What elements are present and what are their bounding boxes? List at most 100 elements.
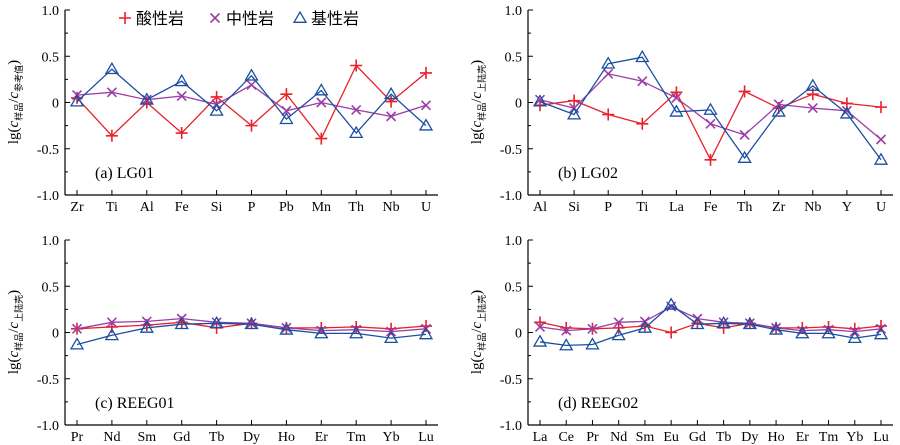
x-tick-label: Nd (103, 430, 120, 445)
y-axis-label-part: c (6, 92, 22, 99)
data-point (601, 56, 616, 69)
x-tick-label: Al (140, 200, 154, 215)
series-basic (69, 61, 434, 138)
y-axis-label-part: c (469, 92, 485, 99)
x-tick-label: Tm (819, 430, 839, 445)
data-point (246, 318, 257, 329)
series-basic (532, 49, 889, 165)
data-point (671, 92, 682, 103)
data-point (209, 103, 224, 116)
series-line (539, 73, 882, 140)
y-tick-label: 0.5 (505, 280, 523, 295)
y-axis-label: lg(c样品/c上陆壳) (6, 290, 24, 374)
data-point (532, 94, 548, 107)
y-tick-label: 1.0 (505, 4, 523, 19)
data-point (875, 134, 887, 145)
series-line (539, 56, 882, 161)
y-tick-label: -1.0 (500, 189, 522, 204)
x-tick-label: U (421, 200, 431, 215)
chart-panel: 1.0 0.5 0 -0.5 -1.0 La Ce Pr Nd Sm Eu Gd Tb Dy Ho Er Tm Y… (469, 234, 893, 445)
y-tick-label: -1.0 (37, 419, 59, 434)
data-point (383, 330, 399, 344)
x-tick-label: Al (533, 200, 547, 215)
data-point (611, 327, 626, 341)
data-point (420, 100, 432, 111)
x-tick-label: Ce (558, 430, 574, 445)
x-tick-label: Lu (418, 430, 434, 445)
data-point (561, 325, 572, 336)
data-point (418, 327, 434, 340)
series-line (539, 90, 882, 162)
y-axis-label-part: 上陆壳 (476, 65, 487, 92)
data-point (807, 102, 818, 114)
data-point (602, 108, 615, 121)
y-axis-label-part: lg( (469, 127, 485, 144)
y-tick-label: 0.5 (42, 280, 60, 295)
y-tick-label: 0.5 (42, 50, 60, 65)
series-acidic (534, 85, 887, 166)
x-tick-label: Yb (846, 430, 863, 445)
data-point (664, 297, 679, 310)
x-tick-label: Pb (279, 200, 294, 215)
data-point (771, 322, 782, 333)
legend: 酸性岩 中性岩 基性岩 (119, 9, 359, 28)
y-axis-label-part: lg( (6, 357, 22, 374)
x-tick-label: Nb (383, 200, 400, 215)
data-point (71, 323, 83, 334)
x-tick-label: Er (315, 430, 329, 445)
y-axis-label-part: 样品 (476, 333, 487, 351)
x-tick-label: Si (211, 200, 223, 215)
x-tick-label: Fe (704, 200, 718, 215)
y-axis-label: lg(c样品/c参考值) (6, 60, 24, 144)
y-axis-label-part: 样品 (13, 103, 24, 121)
x-tick-label: Th (348, 200, 364, 215)
x-tick-label: Zr (772, 200, 786, 215)
chart-panel: 1.00.50-0.5-1.0Zr Ti Al Fe Si P Pb Mn Th Nb Ulg(c样… (6, 4, 438, 215)
data-point (281, 105, 292, 116)
data-point (139, 92, 154, 105)
data-point (703, 102, 718, 115)
legend-marker (292, 10, 308, 23)
data-point (603, 68, 614, 79)
data-point (704, 153, 717, 166)
y-tick-label: -1.0 (37, 189, 59, 204)
data-point (847, 330, 862, 344)
x-tick-label: Gd (173, 430, 190, 445)
series-acidic (534, 316, 887, 339)
y-axis-label-part: c (6, 322, 22, 329)
x-tick-label: Si (568, 200, 580, 215)
data-point (636, 117, 649, 130)
x-tick-label: Fe (175, 200, 189, 215)
data-point (349, 326, 364, 339)
chart-panel: 1.0 0.5 0 -0.5 -1.0 Pr Nd Sm Gd Tb Dy Ho Er Tm Yb Lu lg(… (6, 234, 438, 445)
y-axis-label-part: ) (469, 60, 485, 65)
legend-label: 中性岩 (226, 9, 274, 28)
data-point (349, 125, 364, 138)
data-point (587, 323, 598, 334)
y-tick-label: 1.0 (505, 234, 523, 249)
data-point (613, 317, 624, 328)
series-line (539, 303, 882, 347)
y-axis-label-part: c (469, 120, 485, 127)
data-point (314, 83, 329, 96)
y-axis-label: lg(c样品/c上陆壳) (469, 60, 487, 144)
y-axis-label: lg(c样品/c上陆壳) (469, 290, 487, 374)
data-point (211, 317, 222, 328)
y-tick-label: -0.5 (500, 143, 522, 158)
x-tick-label: Ti (106, 200, 118, 215)
x-tick-label: Sm (137, 430, 156, 445)
panel-label: (a) LG01 (95, 165, 154, 182)
y-tick-label: 0 (52, 327, 59, 342)
data-point (279, 111, 294, 125)
x-tick-label: Nd (610, 430, 627, 445)
data-point (805, 78, 820, 91)
y-tick-label: -0.5 (500, 373, 522, 388)
data-point (690, 316, 705, 330)
x-tick-label: Tm (346, 430, 366, 445)
panel-label: (d) REEG02 (558, 395, 638, 412)
data-point (420, 320, 432, 333)
data-point (612, 321, 625, 334)
data-point (418, 118, 434, 131)
data-point (875, 101, 887, 114)
x-tick-label: Y (842, 200, 852, 215)
